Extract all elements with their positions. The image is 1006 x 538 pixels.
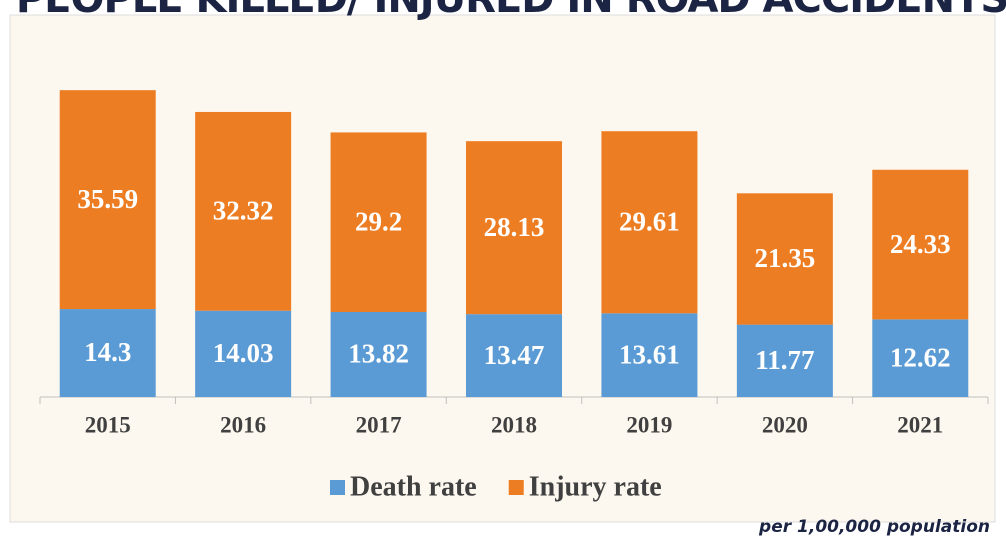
bar-segment <box>330 132 427 313</box>
bar-segment <box>195 310 292 397</box>
bar-segment <box>59 90 156 310</box>
bar-value-label: 29.61 <box>619 206 680 236</box>
bar-segment <box>736 324 833 397</box>
bar-segment <box>59 309 156 397</box>
bar-value-label: 14.03 <box>213 338 274 368</box>
x-tick-label: 2017 <box>356 412 402 437</box>
x-tick-label: 2019 <box>626 412 672 437</box>
bar-segment <box>466 141 562 315</box>
bar-segment <box>736 193 833 325</box>
bar-value-label: 13.82 <box>348 339 409 369</box>
bar-value-label: 24.33 <box>890 229 951 259</box>
footnote: per 1,00,000 population <box>758 517 990 537</box>
bar-segment <box>466 314 562 397</box>
x-tick-label: 2021 <box>897 412 943 437</box>
x-tick-label: 2016 <box>220 412 266 437</box>
legend-swatch <box>330 480 345 495</box>
bar-segment <box>330 312 427 397</box>
bar-segment <box>195 111 292 311</box>
legend-label: Injury rate <box>529 471 662 502</box>
chart-title: PEOPLE KILLED/ INJURED IN ROAD ACCIDENTS <box>16 0 1006 22</box>
bar-value-label: 29.2 <box>355 206 402 236</box>
legend-swatch <box>508 480 524 495</box>
bar-value-label: 35.59 <box>77 184 138 214</box>
x-tick-label: 2018 <box>491 412 537 437</box>
x-tick-label: 2015 <box>85 412 131 437</box>
bar-segment <box>601 131 698 314</box>
bar-value-label: 32.32 <box>213 196 274 226</box>
bar-segment <box>872 169 969 320</box>
bar-segment <box>601 313 698 397</box>
bar-value-label: 12.62 <box>890 342 951 372</box>
bar-value-label: 21.35 <box>754 243 815 273</box>
bar-value-label: 13.61 <box>619 339 680 369</box>
legend-label: Death rate <box>350 471 477 502</box>
bar-value-label: 28.13 <box>484 212 545 242</box>
bar-value-label: 14.3 <box>84 337 131 367</box>
x-tick-label: 2020 <box>762 412 808 437</box>
bar-value-label: 11.77 <box>755 345 814 375</box>
bar-segment <box>872 319 969 397</box>
bar-value-label: 13.47 <box>484 340 545 370</box>
